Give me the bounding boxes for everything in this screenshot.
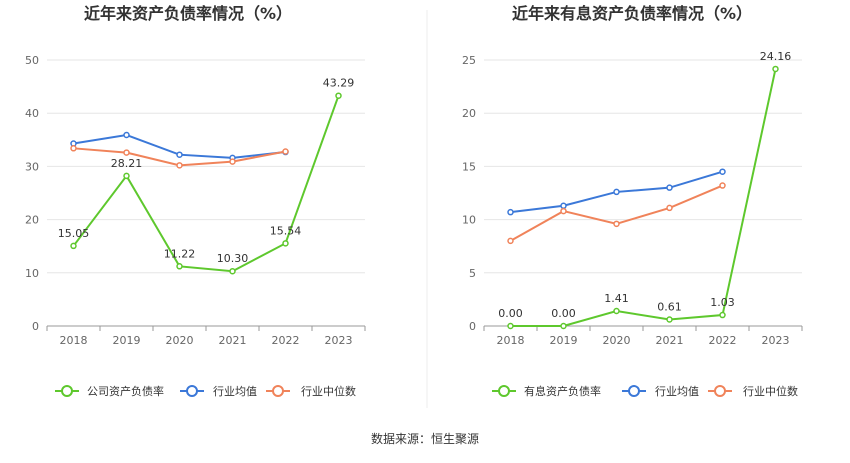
y-tick-label: 0 — [32, 320, 39, 333]
data-point — [666, 184, 673, 191]
series-line-company — [510, 68, 777, 327]
y-tick-label: 10 — [462, 214, 476, 227]
y-tick-label: 40 — [25, 107, 39, 120]
data-label: 43.29 — [323, 77, 355, 90]
data-point — [176, 162, 183, 169]
chart-2: 近年来有息资产负债率情况（%） 0 5 10 15 20 25 2018 2019 2020 202… — [462, 4, 803, 398]
data-point — [560, 202, 567, 210]
data-point — [70, 145, 77, 152]
data-label: 0.61 — [657, 301, 682, 314]
x-tick-label: 2022 — [709, 334, 737, 347]
data-point — [613, 307, 620, 315]
legend-item: 行业均值 — [622, 385, 699, 398]
x-tick-label: 2023 — [762, 334, 790, 347]
data-point — [613, 188, 620, 196]
data-point — [560, 322, 567, 330]
legend-swatch-marker — [628, 385, 640, 397]
data-point — [507, 208, 514, 216]
legend-label: 行业均值 — [213, 385, 257, 398]
x-tick-label: 2021 — [656, 334, 684, 347]
data-label: 15.05 — [58, 227, 90, 240]
data-point — [560, 207, 567, 215]
data-point — [666, 204, 673, 212]
y-tick-label: 10 — [25, 267, 39, 280]
y-tick-label: 15 — [462, 160, 476, 173]
chart-title: 近年来资产负债率情况（%） — [84, 4, 292, 23]
x-tick-label: 2023 — [325, 334, 353, 347]
y-tick-label: 20 — [462, 107, 476, 120]
data-point — [176, 263, 183, 270]
data-point — [772, 65, 779, 73]
legend-label: 行业中位数 — [743, 384, 798, 398]
data-point — [507, 322, 514, 330]
legend-item: 公司资产负债率 — [55, 384, 164, 398]
legend-item: 行业均值 — [180, 385, 257, 398]
data-point — [176, 151, 183, 158]
legend-swatch-marker — [498, 385, 510, 397]
data-point — [123, 149, 130, 156]
chart-title: 近年来有息资产负债率情况（%） — [512, 4, 752, 23]
data-label: 24.16 — [760, 50, 792, 63]
data-label: 10.30 — [217, 252, 249, 265]
data-label: 11.22 — [164, 247, 196, 260]
data-point — [719, 168, 726, 175]
legend-label: 公司资产负债率 — [87, 384, 164, 398]
x-tick-label: 2018 — [60, 334, 88, 347]
data-point — [613, 220, 620, 228]
legend-item: 行业中位数 — [708, 384, 798, 398]
x-tick-label: 2018 — [497, 334, 525, 347]
legend-label: 行业中位数 — [301, 384, 356, 398]
data-label: 0.00 — [498, 307, 523, 320]
chart-1: 近年来资产负债率情况（%） 0 10 20 30 40 50 2018 2019 2020 2021… — [25, 4, 366, 398]
legend-item: 有息资产负债率 — [492, 384, 601, 398]
legend-label: 行业均值 — [655, 385, 699, 398]
data-label: 15.54 — [270, 224, 302, 237]
data-point — [282, 148, 289, 155]
data-point — [123, 172, 130, 180]
legend-swatch-marker — [61, 385, 73, 397]
data-point — [507, 237, 514, 245]
x-tick-label: 2021 — [219, 334, 247, 347]
x-tick-label: 2019 — [113, 334, 141, 347]
data-label: 28.21 — [111, 157, 143, 170]
data-source: 数据来源：恒生聚源 — [371, 431, 479, 446]
data-point — [335, 92, 342, 99]
y-tick-label: 25 — [462, 54, 476, 67]
x-tick-label: 2022 — [272, 334, 300, 347]
data-label: 0.00 — [551, 307, 576, 320]
data-point — [666, 316, 673, 323]
x-tick-label: 2020 — [166, 334, 194, 347]
legend-item: 行业中位数 — [266, 384, 356, 398]
data-point — [70, 242, 77, 250]
legend-label: 有息资产负债率 — [524, 384, 601, 398]
x-tick-label: 2019 — [550, 334, 578, 347]
x-tick-label: 2020 — [603, 334, 631, 347]
data-point — [229, 158, 236, 165]
legend-swatch-marker — [714, 385, 726, 397]
legend-swatch-marker — [272, 385, 284, 397]
series-line-company — [72, 95, 340, 273]
y-tick-label: 5 — [469, 267, 476, 280]
y-tick-label: 0 — [469, 320, 476, 333]
data-point — [719, 311, 726, 319]
data-point — [719, 182, 726, 189]
data-point — [123, 131, 130, 139]
data-label: 1.03 — [710, 296, 735, 309]
data-point — [229, 267, 236, 275]
y-tick-label: 30 — [25, 160, 39, 173]
y-tick-label: 50 — [25, 54, 39, 67]
data-point — [282, 240, 289, 247]
legend-swatch-marker — [186, 385, 198, 397]
y-tick-label: 20 — [25, 214, 39, 227]
data-label: 1.41 — [604, 292, 629, 305]
